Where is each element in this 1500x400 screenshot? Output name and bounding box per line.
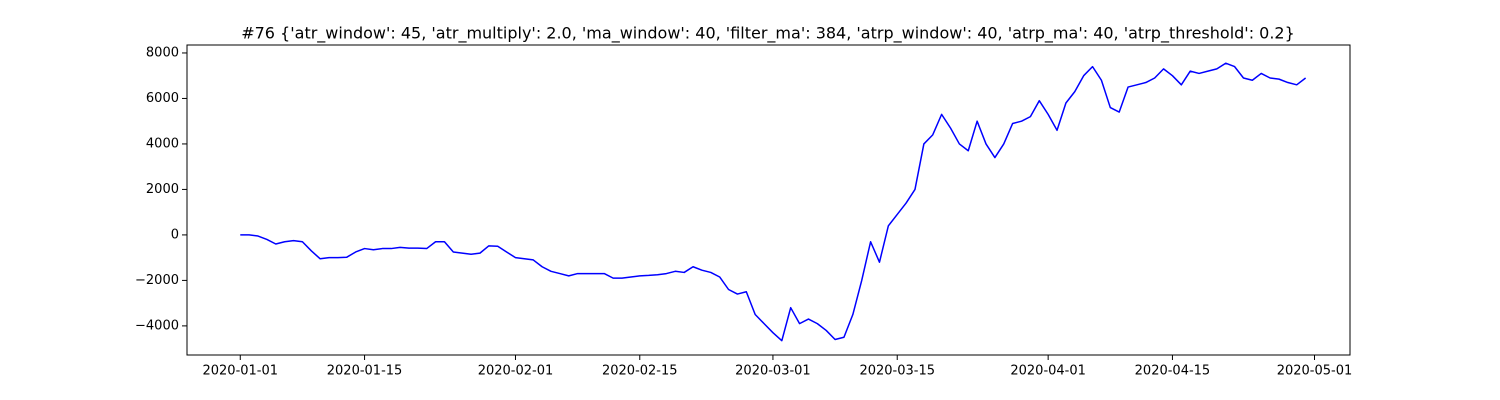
chart-title: #76 {'atr_window': 45, 'atr_multiply': 2… [241, 24, 1295, 44]
x-tick-label: 2020-02-15 [602, 364, 678, 379]
y-tick-label: −2000 [135, 273, 179, 288]
axes-frame [186, 44, 1351, 356]
x-tick-label: 2020-02-01 [478, 364, 554, 379]
x-tick-label: 2020-04-15 [1135, 364, 1211, 379]
y-tick-label: 6000 [146, 91, 179, 106]
x-tick-label: 2020-01-15 [327, 364, 403, 379]
y-tick-label: −4000 [135, 318, 179, 333]
x-tick-label: 2020-01-01 [202, 364, 278, 379]
y-tick-label: 8000 [146, 45, 179, 60]
x-tick-label: 2020-03-01 [735, 364, 811, 379]
x-tick-label: 2020-03-15 [859, 364, 935, 379]
y-tick-label: 0 [171, 227, 179, 242]
data-line [240, 62, 1307, 342]
x-tick-label: 2020-04-01 [1010, 364, 1086, 379]
y-tick-label: 2000 [146, 182, 179, 197]
x-tick-label: 2020-05-01 [1277, 364, 1353, 379]
y-tick-label: 4000 [146, 136, 179, 151]
